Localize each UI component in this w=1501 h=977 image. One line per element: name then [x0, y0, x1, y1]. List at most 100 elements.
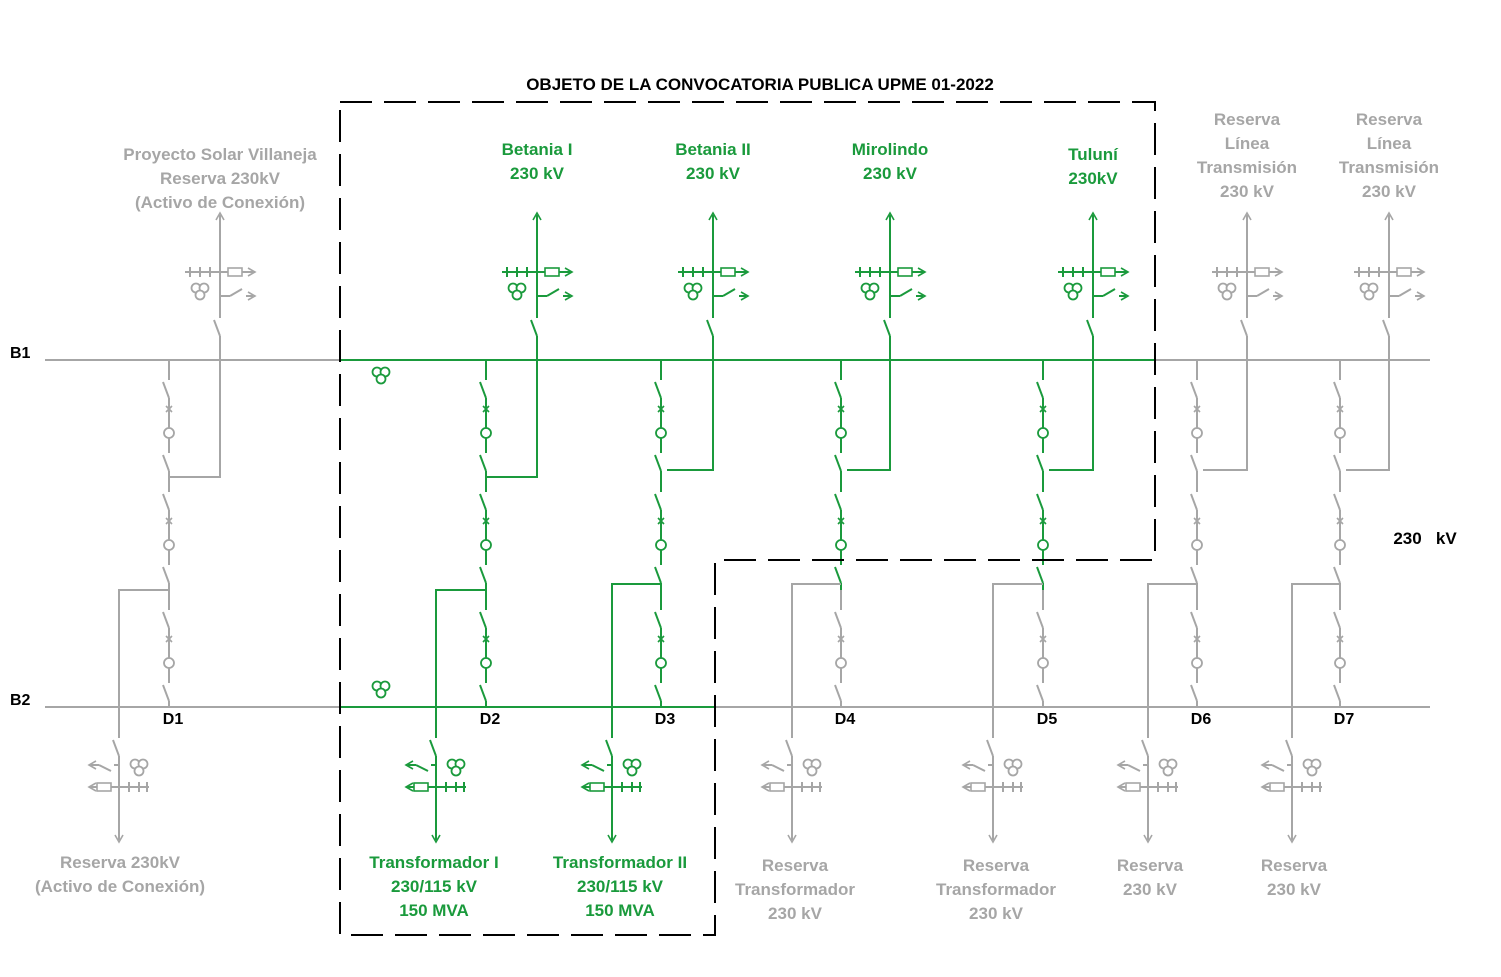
ct-symbol: [1037, 427, 1049, 439]
bay-mirolindo-label-line: 230 kV: [863, 164, 918, 183]
earth-switch-blade: [546, 288, 560, 297]
earth-switch-blade: [1127, 764, 1141, 772]
bay-reserva-trafo-1-conductor: [791, 583, 841, 840]
earth-switch-blade: [1256, 288, 1270, 297]
vt-coil: [1067, 289, 1079, 301]
earth-switch-blade: [591, 764, 605, 772]
vt-coil: [1363, 289, 1375, 301]
ct-symbol: [835, 427, 847, 439]
wiring-layer: [45, 101, 1430, 936]
ct-symbol: [480, 657, 492, 669]
bay-villaneja-conductor: [169, 215, 221, 478]
disconnector-switch: [1086, 319, 1094, 337]
circuit-breaker-mark: [1039, 517, 1047, 525]
vt-coil: [626, 765, 638, 777]
ct-symbol: [163, 657, 175, 669]
circuit-breaker-mark: [1039, 405, 1047, 413]
arrow-up-icon: [215, 211, 225, 221]
ct-box-symbol: [227, 267, 243, 277]
circuit-breaker-mark: [1336, 635, 1344, 643]
disconnector-switch: [1036, 493, 1044, 511]
ct-symbol: [835, 657, 847, 669]
earth-switch-blade: [899, 288, 913, 297]
bay-reserva-linea-2-conductor: [1340, 215, 1390, 471]
diameter-label-d4: D4: [835, 711, 856, 728]
arrow-right-icon: [1120, 267, 1130, 277]
vt-coil: [375, 373, 387, 385]
ct-symbol: [655, 427, 667, 439]
disconnector-switch: [654, 684, 662, 702]
bay-reserva-trafo-1-label-line: 230 kV: [768, 904, 823, 923]
disconnector-switch: [1333, 684, 1341, 702]
arrow-up-icon: [1384, 211, 1394, 221]
disconnector-switch: [479, 684, 487, 702]
earth-switch-blade: [1398, 288, 1412, 297]
bus-label-b2: B2: [10, 692, 31, 709]
earth-switch-blade: [1102, 288, 1116, 297]
vt-coil: [1162, 765, 1174, 777]
disconnector-switch: [479, 454, 487, 472]
disconnector-switch: [1190, 493, 1198, 511]
circuit-breaker-mark: [1193, 405, 1201, 413]
bay-transformador-1-label-line: 230/115 kV: [391, 877, 478, 896]
arrow-down-icon: [1287, 834, 1297, 844]
bay-transformador-1-conductor: [435, 589, 486, 840]
bay-betania-2-label-line: 230 kV: [686, 164, 741, 183]
vt-coil: [1007, 765, 1019, 777]
bay-betania-2-label-line: Betania II: [675, 140, 751, 159]
arrow-right-icon: [1120, 291, 1130, 301]
circuit-breaker-mark: [1193, 517, 1201, 525]
bay-transformador-1-label-line: Transformador I: [369, 853, 498, 872]
vt-coil: [1221, 289, 1233, 301]
circuit-breaker-mark: [1336, 405, 1344, 413]
arrow-left-icon: [1260, 782, 1270, 792]
circuit-breaker-mark: [837, 405, 845, 413]
ct-symbol: [1334, 657, 1346, 669]
diameter-label-d5: D5: [1037, 711, 1058, 728]
disconnector-switch: [654, 381, 662, 399]
ct-box-symbol: [1254, 267, 1270, 277]
disconnector-switch: [785, 739, 793, 757]
bay-reserva-linea-1-label-line: Transmisión: [1197, 158, 1297, 177]
bay-mirolindo-label-line: Mirolindo: [852, 140, 928, 159]
disconnector-switch: [1240, 319, 1248, 337]
earth-switch-blade: [1271, 764, 1285, 772]
disconnector-switch: [530, 319, 538, 337]
bay-reserva-linea-1-label-line: Línea: [1225, 134, 1270, 153]
disconnector-switch: [1333, 566, 1341, 584]
bay-reserva-linea-1-label-line: Reserva: [1214, 110, 1281, 129]
vt-coil: [133, 765, 145, 777]
vt-coil: [194, 289, 206, 301]
disconnector-switch: [1141, 739, 1149, 757]
disconnector-switch: [429, 739, 437, 757]
vt-coil: [864, 289, 876, 301]
bay-transformador-2-label-line: 230/115 kV: [577, 877, 664, 896]
bay-reserva-trafo-1-label-line: Transformador: [735, 880, 855, 899]
disconnector-switch: [1333, 381, 1341, 399]
arrow-left-icon: [87, 782, 97, 792]
circuit-breaker-mark: [837, 517, 845, 525]
bay-reserva-linea-1-label-line: 230 kV: [1220, 182, 1275, 201]
disconnector-switch: [834, 454, 842, 472]
diameter-label-d1: D1: [163, 711, 184, 728]
disconnector-switch: [162, 611, 170, 629]
arrow-left-icon: [404, 760, 414, 770]
bay-reserva-d1-label-line: Reserva 230kV: [60, 853, 181, 872]
arrow-left-icon: [87, 760, 97, 770]
diameter-label-d7: D7: [1334, 711, 1355, 728]
ct-box-symbol: [1269, 782, 1285, 792]
disconnector-switch: [1333, 611, 1341, 629]
arrow-left-icon: [1260, 760, 1270, 770]
arrow-right-icon: [1416, 291, 1426, 301]
arrow-left-icon: [961, 760, 971, 770]
disconnector-switch: [479, 493, 487, 511]
disconnector-switch: [1382, 319, 1390, 337]
disconnector-switch: [605, 739, 613, 757]
bus-label-b1: B1: [10, 345, 31, 362]
disconnector-switch: [479, 566, 487, 584]
arrow-left-icon: [580, 782, 590, 792]
arrow-right-icon: [564, 267, 574, 277]
disconnector-switch: [1333, 454, 1341, 472]
disconnector-switch: [1333, 493, 1341, 511]
